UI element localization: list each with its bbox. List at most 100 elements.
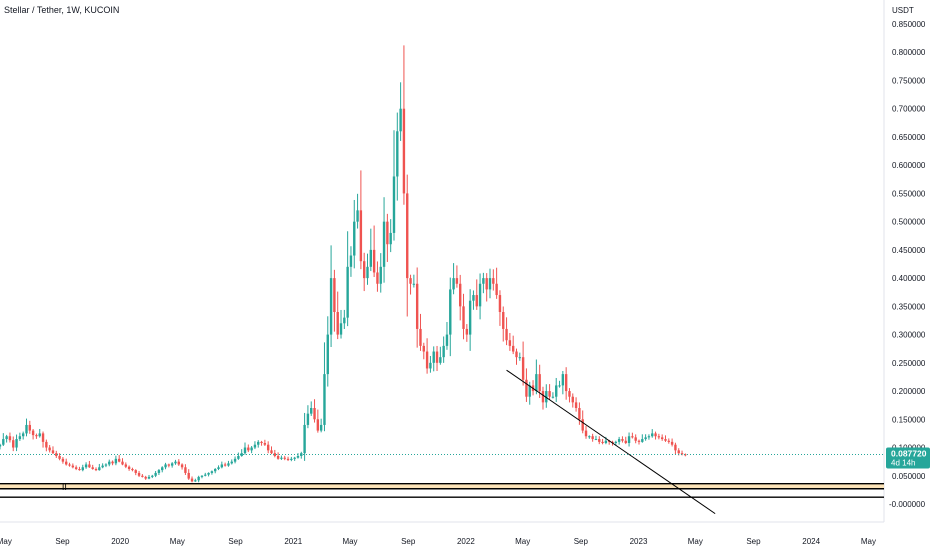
candle — [8, 436, 12, 441]
candle — [442, 345, 445, 358]
candle — [627, 436, 631, 444]
candle — [511, 345, 515, 352]
candle — [564, 374, 568, 392]
candle — [521, 357, 525, 380]
y-tick-label: 0.650000 — [892, 133, 926, 142]
candle — [270, 450, 273, 454]
last-price-badge — [886, 447, 930, 469]
y-tick-label: 0.550000 — [892, 189, 926, 198]
candle — [117, 458, 121, 462]
candle — [200, 475, 204, 477]
candle — [296, 456, 300, 458]
candle — [184, 467, 187, 473]
candle — [402, 108, 406, 194]
candle — [151, 475, 154, 477]
candle — [310, 408, 313, 414]
candle — [0, 444, 2, 447]
candle — [91, 467, 94, 469]
y-tick-label: 0.400000 — [892, 274, 926, 283]
candle — [147, 476, 151, 479]
candle — [98, 467, 101, 471]
candle — [286, 458, 290, 460]
candle — [303, 424, 306, 454]
candle — [581, 419, 584, 431]
candle — [601, 441, 604, 444]
y-tick-label: -0.000000 — [889, 500, 926, 509]
candle — [131, 468, 134, 471]
candle — [253, 444, 257, 448]
x-tick-label: May — [515, 537, 530, 546]
candle — [323, 374, 326, 425]
candle — [204, 474, 207, 476]
candle — [535, 374, 538, 392]
candle — [366, 266, 369, 279]
candle — [674, 444, 677, 451]
candle — [369, 249, 373, 267]
annotation-mark: II — [62, 482, 67, 492]
candle — [545, 391, 548, 403]
y-tick-label: 0.750000 — [892, 76, 926, 85]
candle — [465, 328, 469, 335]
candle — [260, 441, 263, 444]
candle — [641, 439, 644, 442]
candle — [293, 457, 296, 459]
candle — [141, 475, 144, 477]
y-tick-label: 0.050000 — [892, 472, 926, 481]
candle — [376, 272, 379, 284]
candle — [574, 402, 578, 408]
candle — [180, 464, 184, 468]
candle — [677, 450, 680, 454]
candle — [61, 458, 65, 462]
candle — [459, 283, 462, 307]
candle — [71, 465, 75, 468]
candle — [187, 472, 190, 479]
candle — [568, 391, 571, 397]
candle — [134, 470, 137, 473]
candle — [88, 464, 91, 468]
candle — [15, 439, 18, 448]
candle — [475, 295, 478, 307]
candle — [561, 374, 565, 386]
candle — [439, 357, 442, 363]
candle — [306, 413, 310, 425]
candle — [472, 295, 475, 301]
candle — [214, 468, 217, 472]
x-tick-label: 2021 — [284, 537, 302, 546]
candle — [137, 472, 141, 476]
candle — [108, 461, 111, 465]
candle — [591, 436, 594, 440]
candle — [280, 457, 283, 459]
candle — [51, 450, 55, 454]
candle — [154, 472, 157, 476]
candle — [571, 396, 574, 403]
y-axis-unit: USDT — [892, 6, 914, 15]
candle — [84, 464, 88, 468]
candle — [508, 340, 512, 346]
y-tick-label: 0.200000 — [892, 387, 926, 396]
candle — [124, 464, 128, 467]
candle — [45, 441, 48, 448]
candle — [339, 323, 343, 335]
candle — [488, 278, 492, 290]
candle — [594, 439, 598, 441]
candle — [406, 193, 409, 279]
candle — [415, 283, 419, 329]
y-tick-label: 0.850000 — [892, 20, 926, 29]
candle — [28, 424, 31, 431]
y-tick-label: 0.450000 — [892, 246, 926, 255]
candle — [170, 463, 174, 466]
candle — [237, 456, 240, 459]
y-tick-label: 0.350000 — [892, 302, 926, 311]
candle — [634, 437, 637, 441]
candle — [240, 453, 243, 456]
candle — [429, 362, 432, 369]
candle — [498, 295, 502, 312]
candle — [578, 408, 581, 420]
candle — [273, 453, 277, 456]
candle — [12, 440, 15, 448]
candle — [333, 278, 336, 312]
trendline[interactable] — [506, 369, 716, 515]
candle — [505, 328, 508, 341]
x-tick-label: May — [170, 537, 185, 546]
